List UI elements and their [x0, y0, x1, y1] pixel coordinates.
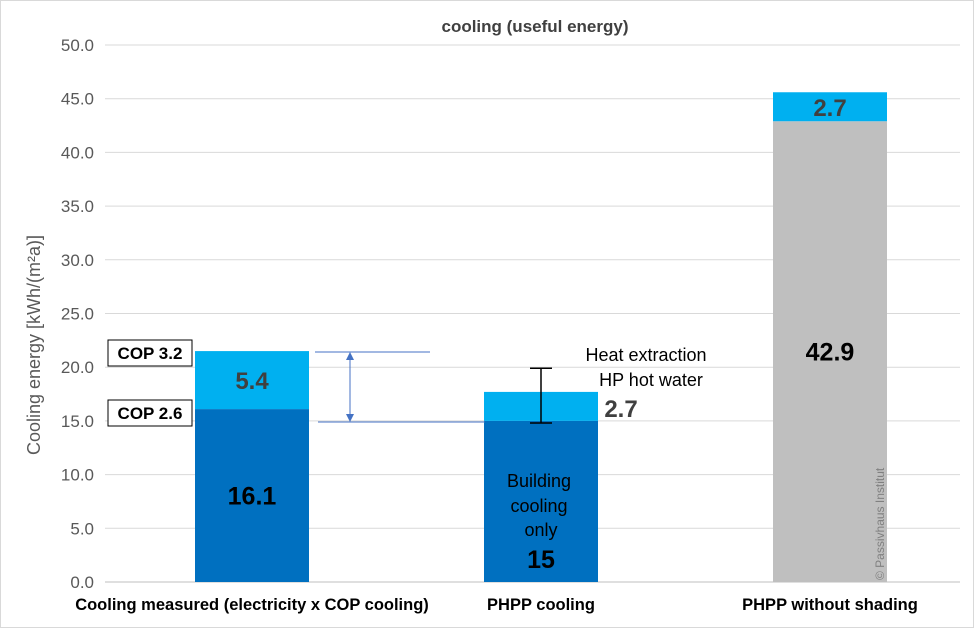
data-label: 5.4 [235, 368, 269, 395]
building-label-1: Building [507, 471, 571, 491]
data-label: 2.7 [604, 396, 637, 423]
data-labels: 16.1 5.4 15 2.7 42.9 2.7 [228, 95, 855, 574]
y-axis-ticks: 0.0 5.0 10.0 15.0 20.0 25.0 30.0 35.0 40.0 45.0 50… [61, 36, 94, 592]
watermark: © Passivhaus Institut [873, 467, 887, 580]
y-tick-label: 25.0 [61, 305, 94, 324]
building-label-3: only [524, 520, 557, 540]
y-tick-label: 35.0 [61, 197, 94, 216]
y-tick-label: 45.0 [61, 90, 94, 109]
y-axis-label: Cooling energy [kWh/(m²a)] [24, 235, 44, 455]
category-label: PHPP cooling [487, 596, 595, 614]
category-labels: Cooling measured (electricity x COP cool… [75, 596, 918, 614]
bar-segment [484, 420, 598, 582]
category-label: Cooling measured (electricity x COP cool… [75, 596, 429, 614]
bars [195, 92, 887, 582]
building-label-2: cooling [510, 496, 567, 516]
data-label: 15 [527, 546, 555, 574]
cop-high-box [107, 339, 193, 367]
cop-arrow-head-down [346, 414, 354, 422]
chart-title: cooling (useful energy) [441, 17, 628, 36]
y-tick-label: 5.0 [70, 519, 94, 538]
y-tick-label: 40.0 [61, 143, 94, 162]
y-tick-label: 20.0 [61, 358, 94, 377]
data-label: 2.7 [813, 95, 846, 122]
cop-low-box [107, 399, 193, 427]
y-tick-label: 50.0 [61, 36, 94, 55]
cop-arrow-head-up [346, 352, 354, 360]
bar-segment [773, 121, 887, 582]
error-bar [530, 367, 552, 424]
y-tick-label: 10.0 [61, 466, 94, 485]
bar-segment [195, 409, 309, 582]
y-tick-label: 15.0 [61, 412, 94, 431]
bar-segment [773, 92, 887, 122]
data-label: 42.9 [806, 339, 855, 367]
category-label: PHPP without shading [742, 596, 918, 614]
heat-extraction-label-1: Heat extraction [585, 345, 706, 365]
data-label: 16.1 [228, 483, 277, 511]
bar-segment [195, 351, 309, 410]
y-tick-label: 0.0 [70, 573, 94, 592]
cop-low-label: COP 2.6 [118, 404, 183, 423]
y-tick-label: 30.0 [61, 251, 94, 270]
cop-high-label: COP 3.2 [118, 344, 183, 363]
heat-extraction-label-2: HP hot water [599, 370, 703, 390]
